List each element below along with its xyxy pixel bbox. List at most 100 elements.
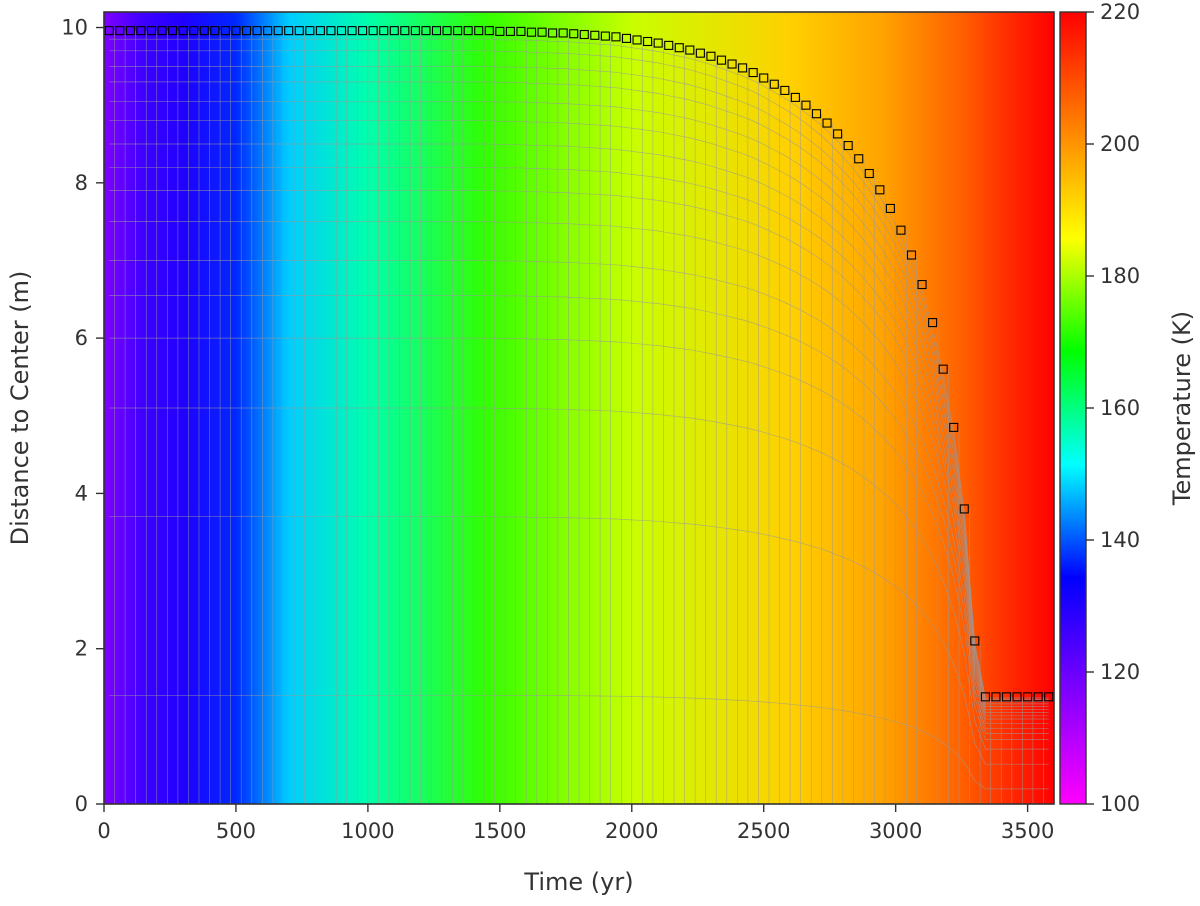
outer-radius-marker (326, 26, 336, 36)
mesh-shell-line (109, 337, 1049, 740)
mesh-shell-line (109, 66, 1049, 703)
mesh-shell-line (109, 166, 1049, 717)
outer-radius-marker (695, 48, 705, 58)
x-axis: 0 500 1000 1500 2000 2500 3000 3500 (97, 804, 1054, 843)
outer-radius-marker (189, 26, 199, 36)
outer-radius-marker (780, 85, 790, 95)
outer-radius-marker (632, 35, 642, 45)
y-tick-label: 2 (75, 637, 88, 661)
outer-radius-marker (970, 636, 980, 646)
colorbar-label: Temperature (K) (1168, 311, 1196, 506)
mesh-shell-line (109, 260, 1049, 730)
outer-radius-marker (241, 26, 252, 36)
mesh-shell-line (109, 38, 1049, 699)
outer-radius-marker (1023, 692, 1033, 702)
colorbar-tick-label: 160 (1100, 396, 1140, 420)
outer-radius-marker (548, 28, 558, 38)
outer-radius-marker (252, 26, 262, 36)
outer-radius-marker (1033, 692, 1043, 702)
mesh-shell-line (109, 143, 1049, 713)
x-tick-label: 0 (97, 819, 110, 843)
x-tick-label: 3000 (869, 819, 922, 843)
outer-radius-marker (231, 26, 241, 36)
outer-radius-marker (136, 26, 146, 36)
outer-radius-marker (885, 203, 895, 213)
outer-radius-marker (1044, 692, 1054, 702)
colorbar-tick-label: 180 (1100, 264, 1140, 288)
outer-radius-marker (569, 29, 579, 39)
outer-radius-marker (864, 168, 874, 179)
x-tick-label: 500 (216, 819, 256, 843)
y-tick-label: 6 (75, 326, 88, 350)
outer-radius-marker (284, 26, 294, 36)
y-tick-label: 4 (75, 481, 88, 505)
outer-radius-marker (579, 29, 589, 40)
outer-radius-marker (991, 692, 1001, 702)
outer-radius-marker (600, 31, 610, 41)
outer-radius-marker (590, 30, 600, 40)
colorbar-bar (1059, 11, 1087, 805)
outer-radius-marker (157, 26, 167, 36)
y-tick-label: 8 (75, 171, 88, 195)
outer-radius-marker (917, 279, 927, 290)
outer-radius-marker (727, 59, 737, 69)
outer-radius-marker (790, 92, 800, 102)
mesh-shell-line (109, 516, 1049, 765)
x-tick-label: 1500 (473, 819, 526, 843)
outer-radius-marker (959, 504, 969, 514)
outer-radius-marker (410, 26, 420, 36)
outer-radius-marker (453, 26, 463, 36)
outer-radius-marker (294, 26, 304, 36)
x-tick-label: 2000 (605, 819, 658, 843)
outer-radius-marker (928, 318, 938, 328)
outer-radius-markers (104, 26, 1054, 702)
outer-radius-marker (474, 26, 484, 36)
mesh-shell-line (109, 694, 1049, 790)
outer-radius-marker (526, 27, 537, 37)
mesh-grid (109, 30, 1054, 804)
outer-radius-marker (305, 26, 315, 36)
x-tick-label: 1000 (341, 819, 394, 843)
outer-radius-marker (104, 26, 114, 36)
outer-radius-marker (336, 26, 347, 36)
outer-radius-marker (716, 55, 727, 65)
outer-radius-marker (685, 45, 695, 55)
colorbar-tick-label: 120 (1100, 660, 1140, 684)
outer-radius-marker (938, 364, 948, 374)
outer-radius-marker (495, 26, 505, 36)
outer-radius-marker (1012, 692, 1022, 702)
outer-radius-marker (263, 26, 273, 36)
x-tick-label: 2500 (737, 819, 790, 843)
mesh-shell-line (109, 81, 1049, 705)
y-tick-label: 10 (61, 16, 88, 40)
outer-radius-marker (347, 26, 357, 36)
outer-radius-marker (115, 26, 125, 36)
outer-radius-marker (505, 26, 515, 36)
outer-radius-marker (748, 68, 758, 78)
outer-radius-marker (664, 40, 674, 50)
outer-radius-marker (738, 63, 748, 73)
outer-radius-marker (442, 26, 452, 36)
outer-radius-marker (537, 27, 547, 37)
y-axis-label: Distance to Center (m) (6, 271, 34, 546)
colorbar-ticks: 100 120 140 160 180 200 220 (1086, 0, 1140, 816)
outer-radius-marker (759, 73, 769, 83)
outer-radius-marker (801, 100, 811, 110)
outer-radius-marker (896, 225, 906, 235)
outer-radius-marker (379, 26, 389, 36)
outer-radius-marker (706, 51, 716, 61)
y-tick-label: 0 (75, 792, 88, 816)
outer-radius-marker (843, 141, 853, 151)
outer-radius-marker (980, 692, 990, 702)
plot-frame (103, 11, 1055, 805)
outer-radius-marker (168, 26, 178, 36)
outer-radius-marker (431, 26, 442, 36)
outer-radius-marker (463, 26, 473, 36)
colorbar: 100 120 140 160 180 200 220 Temperature (K) (1059, 0, 1196, 816)
outer-radius-marker (949, 422, 959, 432)
outer-radius-marker (611, 32, 621, 42)
mesh-shell-line (109, 190, 1049, 720)
outer-radius-marker (358, 26, 368, 36)
mesh-shell-line (109, 221, 1049, 724)
